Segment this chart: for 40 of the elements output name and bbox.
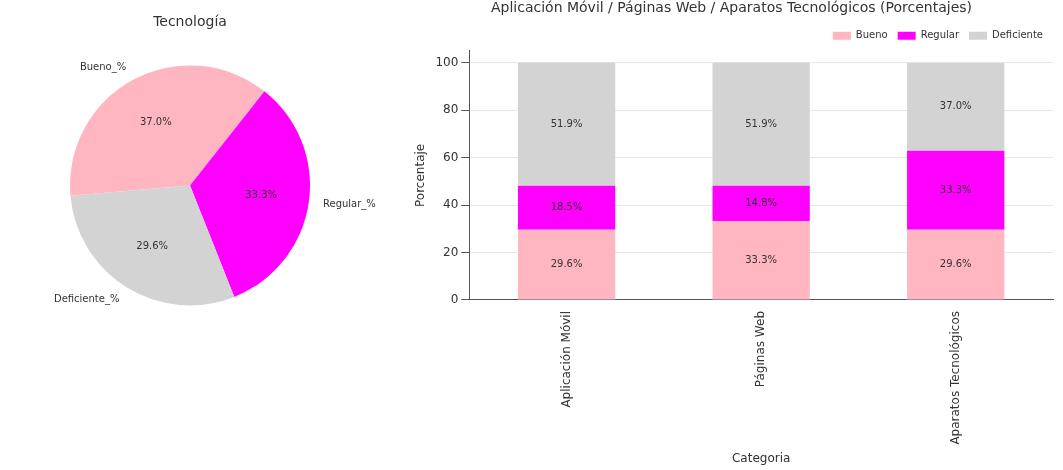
y-tick-label: 20 [443, 244, 459, 259]
data-label: 51.9% [745, 117, 778, 129]
x-axis-title: Categoria [731, 450, 791, 465]
data-label: 29.6% [939, 258, 972, 270]
data-label: 33.3% [245, 189, 278, 201]
legend-label: Deficiente [992, 29, 1044, 41]
data-label: 51.9% [550, 117, 583, 129]
y-tick-label: 40 [443, 197, 459, 212]
bar [907, 229, 1005, 300]
y-tick-label: 100 [435, 54, 459, 69]
legend-label: Regular [920, 29, 960, 41]
y-tick-label: 0 [450, 292, 459, 307]
chart-title: Aplicación Móvil / Páginas Web / Aparatos Tecnológicos (Porcentajes) [490, 0, 973, 16]
data-label: 33.3% [745, 253, 778, 265]
x-tick-label: Páginas Web [753, 310, 768, 388]
legend-label: Bueno [855, 29, 888, 41]
data-label: 33.3% [939, 183, 972, 195]
data-label: 37.0% [139, 115, 172, 127]
bar [712, 62, 810, 186]
y-tick-label: 80 [443, 102, 459, 117]
y-tick-label: 60 [443, 149, 459, 164]
bar [907, 150, 1005, 230]
slice-label: Bueno_% [79, 60, 127, 73]
bar [517, 185, 616, 230]
x-tick-label: Aplicación Móvil [558, 310, 573, 408]
x-tick-label: Aparatos Tecnológicos [947, 310, 962, 445]
slice-label: Regular_% [322, 198, 376, 211]
bar [517, 62, 616, 186]
data-label: 18.5% [550, 201, 583, 213]
y-axis-title: Porcentaje [413, 143, 428, 207]
bar [517, 229, 616, 300]
slice-label: Deficiente_% [53, 293, 120, 306]
bar [907, 62, 1005, 151]
chart-title: Tecnología [152, 13, 227, 30]
data-label: 37.0% [939, 100, 972, 112]
data-label: 29.6% [136, 240, 169, 252]
data-label: 29.6% [550, 258, 583, 270]
bar [712, 185, 810, 221]
bar [712, 220, 810, 300]
data-label: 14.8% [745, 196, 778, 208]
